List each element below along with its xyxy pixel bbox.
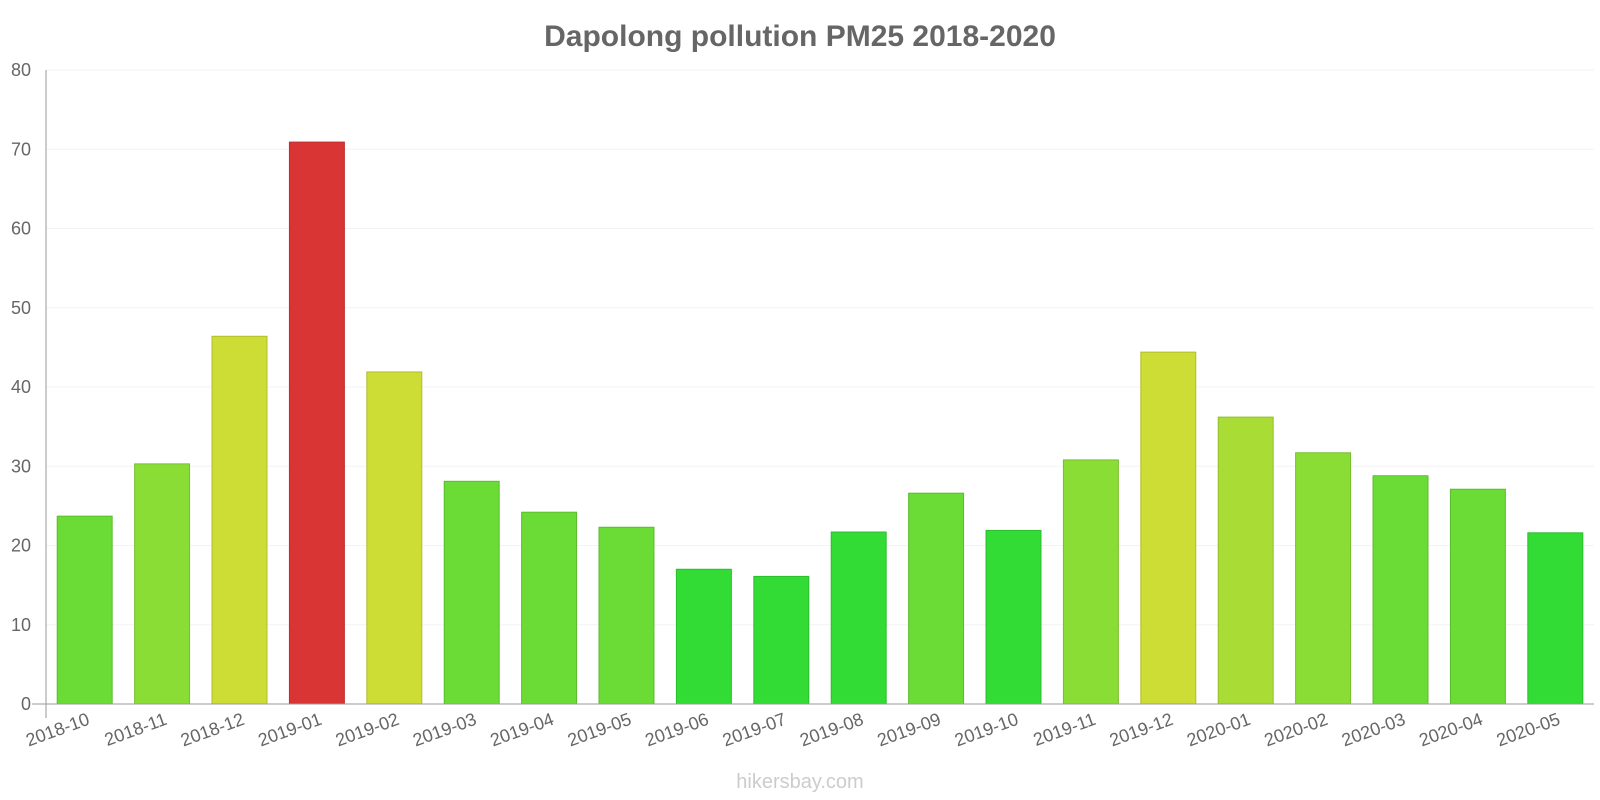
- bars-layer: [56, 141, 1584, 705]
- x-tick-label: 2019-07: [720, 709, 789, 750]
- bar-2020-03[interactable]: [1372, 475, 1429, 705]
- x-tick-label: 2020-05: [1494, 709, 1563, 750]
- bar-2020-04[interactable]: [1449, 488, 1506, 705]
- chart-title: Dapolong pollution PM25 2018-2020: [544, 20, 1056, 53]
- bar-2019-04[interactable]: [521, 511, 578, 705]
- bar-2019-10[interactable]: [985, 529, 1042, 705]
- bar-2020-02[interactable]: [1295, 452, 1352, 705]
- x-tick-label: 2018-12: [178, 709, 247, 750]
- y-tick-label: 20: [11, 536, 31, 556]
- x-tick-label: 2020-01: [1184, 709, 1253, 750]
- x-tick-label: 2019-02: [333, 709, 402, 750]
- bar-2018-10[interactable]: [56, 515, 113, 705]
- bar-2019-05[interactable]: [598, 526, 655, 705]
- grid-layer: [46, 69, 1594, 705]
- axis-layer: [32, 70, 1594, 718]
- x-tick-label: 2020-04: [1416, 709, 1485, 750]
- bar-2018-12[interactable]: [211, 335, 268, 705]
- x-tick-label: 2018-11: [102, 709, 170, 750]
- bar-2018-11[interactable]: [134, 463, 191, 705]
- y-tick-label: 80: [11, 60, 31, 80]
- y-axis-ticks: 0 10 20 30 40 50 60 70 80: [11, 60, 31, 714]
- x-tick-label: 2019-06: [642, 709, 711, 750]
- credit-watermark: hikersbay.com: [736, 771, 863, 793]
- y-tick-label: 40: [11, 377, 31, 397]
- x-axis-ticks: 2018-10 2018-11 2018-12 2019-01 2019-02 2019-…: [23, 709, 1563, 750]
- x-tick-label: 2019-03: [410, 709, 479, 750]
- y-tick-label: 0: [21, 694, 31, 714]
- bar-2019-02[interactable]: [366, 371, 423, 705]
- x-tick-label: 2019-09: [875, 709, 944, 750]
- y-tick-label: 30: [11, 456, 31, 476]
- x-tick-label: 2020-03: [1339, 709, 1408, 750]
- x-tick-label: 2019-04: [488, 709, 557, 750]
- x-tick-label: 2019-05: [565, 709, 634, 750]
- bar-2019-03[interactable]: [443, 480, 500, 705]
- bar-2019-07[interactable]: [753, 575, 810, 705]
- bar-2019-11[interactable]: [1062, 459, 1119, 705]
- x-tick-label: 2019-12: [1107, 709, 1176, 750]
- bar-2019-06[interactable]: [675, 568, 732, 705]
- x-tick-label: 2019-10: [952, 709, 1021, 750]
- x-tick-label: 2019-01: [255, 709, 324, 750]
- x-tick-label: 2019-08: [797, 709, 866, 750]
- bar-2019-09[interactable]: [908, 492, 965, 705]
- bar-2019-12[interactable]: [1140, 351, 1197, 705]
- y-tick-label: 70: [11, 139, 31, 159]
- y-tick-label: 50: [11, 298, 31, 318]
- y-tick-label: 10: [11, 615, 31, 635]
- bar-2020-01[interactable]: [1217, 416, 1274, 705]
- bar-2020-05[interactable]: [1527, 532, 1584, 705]
- x-tick-label: 2019-11: [1031, 709, 1099, 750]
- x-tick-label: 2018-10: [23, 709, 92, 750]
- y-tick-label: 60: [11, 219, 31, 239]
- x-tick-label: 2020-02: [1262, 709, 1331, 750]
- bar-2019-08[interactable]: [830, 531, 887, 705]
- bar-2019-01[interactable]: [288, 141, 345, 705]
